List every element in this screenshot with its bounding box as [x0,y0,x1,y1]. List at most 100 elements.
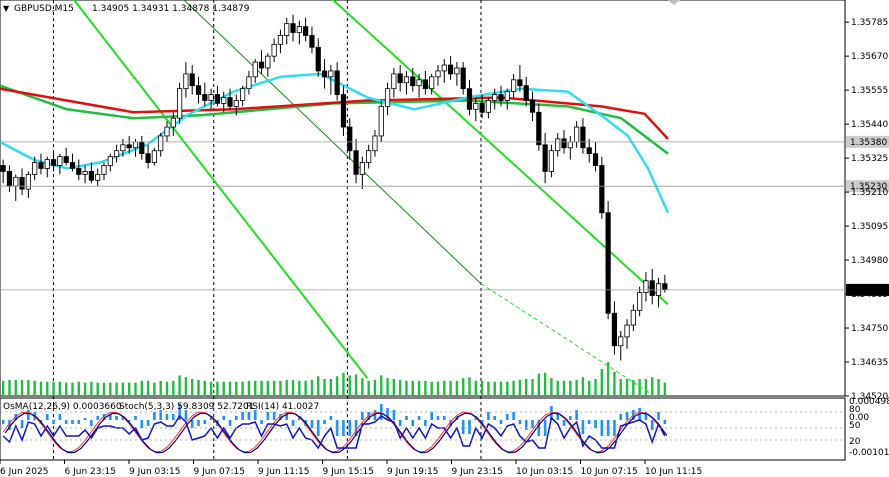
osma-bar [531,420,534,428]
volume-bar [58,381,62,396]
volume-bar [71,382,74,396]
candle-body [13,176,19,187]
time-tick-label: 9 Jun 11:15 [258,467,309,477]
candle [25,171,31,198]
volume-bar [96,382,99,396]
candle-body [284,23,290,36]
osma-bar [64,420,68,424]
candle [441,59,447,83]
volume-bar [121,382,125,396]
osma-bar [27,410,30,420]
osma-bar [587,420,591,424]
candle [334,62,340,101]
ma-red-line [0,87,669,140]
osma-bar [203,420,207,424]
symbol-timeframe: GBPUSD,M15 [14,4,74,14]
candle-body [158,135,164,152]
volume-bar [140,380,143,396]
volume-bar [83,382,87,396]
shift-marker-icon[interactable] [668,0,680,5]
volume-bar [317,376,320,396]
osma-bar [524,420,528,430]
osma-bar [644,412,648,420]
candle [195,76,202,104]
osma-bar [121,416,125,420]
osma-bar [235,416,238,420]
candle [126,135,132,154]
chart-menu-arrow[interactable]: ▼ [3,4,10,13]
volume-bar [373,379,377,396]
candle-body [19,176,25,190]
volume-bar [304,380,307,396]
candle-body [611,312,618,347]
candle [340,85,347,136]
volume-bar [310,379,314,396]
candle [649,268,655,305]
candle-body [6,171,13,187]
volume-bar [115,382,118,396]
volume-bar [619,379,622,396]
candle [258,50,265,74]
candle [637,286,643,317]
time-tick-label: 9 Jun 19:15 [387,467,438,477]
candle [113,144,120,163]
candle-body [195,85,202,95]
volume-bar [33,380,36,396]
candle [429,73,435,95]
candle [347,118,353,160]
stoch-main-line [4,412,668,454]
volume-bar [329,379,333,396]
time-axis: 6 Jun 2025 6 Jun 23:15 9 Jun 03:15 9 Jun 07… [0,460,702,477]
osma-bar [398,420,402,426]
candle-body [366,150,372,163]
volume-bar [600,369,604,396]
candle [460,62,466,95]
osma-bar [291,420,295,426]
trend-line-2[interactable] [147,0,482,285]
candle [328,65,334,95]
candle-body [177,88,183,119]
candle-body [113,150,120,158]
candle [599,156,605,219]
volume-bar [361,378,364,396]
candle-body [233,100,239,107]
osma-bar [417,416,421,420]
price-levels: 1.35380 1.35230 1.34879 [0,135,889,296]
candle-body [315,46,321,72]
volume-bar [644,379,648,396]
candle-body [435,70,441,78]
volume-bar [386,378,389,396]
level-label: 1.35230 [850,182,887,192]
osma-bar [316,420,320,436]
candle-body [517,79,523,87]
candle-body [221,97,227,104]
volume-bar [323,379,326,396]
candle [296,20,302,45]
price-tick-label: 1.34865 [851,290,888,300]
candle [479,94,485,119]
candle [435,65,441,86]
trend-line-0[interactable] [53,0,369,379]
volume-bar [550,378,553,396]
price-tick-label: 1.35440 [851,120,888,130]
level-label-box [846,135,889,148]
candle-body [50,159,57,166]
candle [221,91,227,113]
osma-bar [342,420,345,436]
candle-body [403,76,410,84]
candle-body [44,159,50,169]
candle [202,82,208,107]
candle [630,304,636,331]
price-tick-label: 1.35670 [851,52,888,62]
candle-body [429,76,435,90]
osma-bar [140,420,144,428]
volume-bar [178,375,181,396]
candle [624,319,630,349]
candle-body [473,103,479,110]
osma-bar [52,420,55,424]
volume-bar [436,381,440,396]
candle-body [630,309,636,326]
indicator-pane-frame [0,397,846,461]
